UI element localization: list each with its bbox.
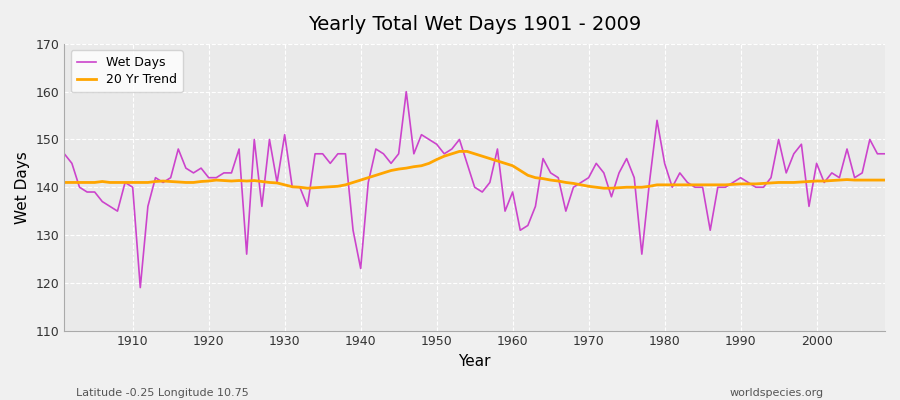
20 Yr Trend bbox=[454, 149, 464, 154]
20 Yr Trend bbox=[879, 178, 890, 182]
Wet Days bbox=[58, 151, 69, 156]
Legend: Wet Days, 20 Yr Trend: Wet Days, 20 Yr Trend bbox=[70, 50, 183, 92]
Wet Days bbox=[400, 89, 411, 94]
20 Yr Trend bbox=[515, 168, 526, 173]
20 Yr Trend bbox=[287, 184, 298, 189]
20 Yr Trend bbox=[522, 173, 533, 178]
Wet Days bbox=[294, 185, 305, 190]
Wet Days bbox=[614, 170, 625, 175]
Wet Days bbox=[515, 228, 526, 233]
Wet Days bbox=[135, 285, 146, 290]
20 Yr Trend bbox=[614, 185, 625, 190]
X-axis label: Year: Year bbox=[458, 354, 491, 369]
20 Yr Trend bbox=[302, 186, 313, 190]
20 Yr Trend bbox=[58, 180, 69, 185]
Text: worldspecies.org: worldspecies.org bbox=[729, 388, 824, 398]
Wet Days bbox=[120, 180, 130, 185]
Wet Days bbox=[522, 223, 533, 228]
Line: 20 Yr Trend: 20 Yr Trend bbox=[64, 151, 885, 188]
Text: Latitude -0.25 Longitude 10.75: Latitude -0.25 Longitude 10.75 bbox=[76, 388, 249, 398]
Line: Wet Days: Wet Days bbox=[64, 92, 885, 288]
Y-axis label: Wet Days: Wet Days bbox=[15, 151, 30, 224]
20 Yr Trend bbox=[120, 180, 130, 185]
20 Yr Trend bbox=[340, 182, 351, 187]
Title: Yearly Total Wet Days 1901 - 2009: Yearly Total Wet Days 1901 - 2009 bbox=[308, 15, 642, 34]
Wet Days bbox=[879, 151, 890, 156]
Wet Days bbox=[340, 151, 351, 156]
